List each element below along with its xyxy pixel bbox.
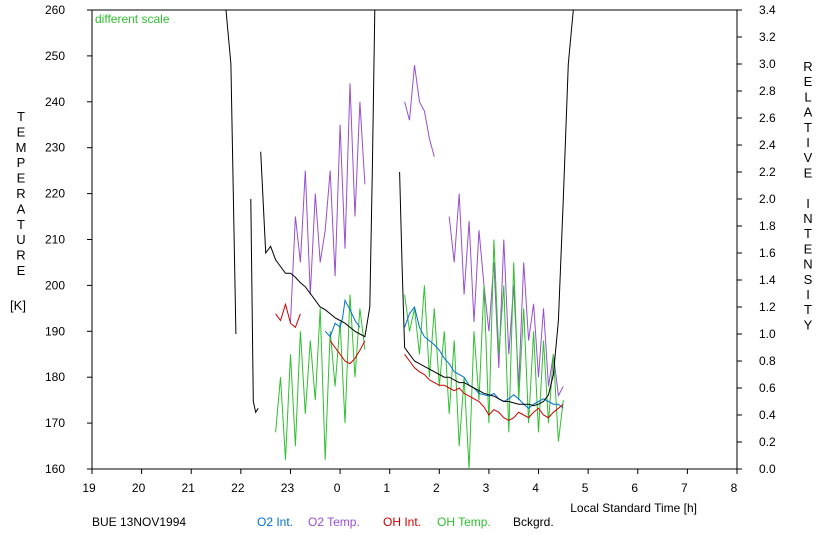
left-tick-label: 190 [45,324,65,338]
left-axis-title-letter: E [17,124,26,139]
x-tick-label: 22 [231,481,245,495]
left-axis-unit: [K] [10,298,26,313]
x-tick-label: 7 [681,481,688,495]
x-tick-label: 1 [383,481,390,495]
right-axis-title-letter: T [804,226,812,241]
legend-entry: O2 Temp. [308,515,360,529]
series-line-oh-int [275,302,301,329]
x-tick-label: 6 [631,481,638,495]
left-axis-title-letter: A [17,201,26,216]
legend-station: BUE 13NOV1994 [92,515,186,529]
legend: O2 Int. O2 Temp. OH Int. OH Temp. Bckgrd. [257,515,554,529]
left-axis-title-letter: E [17,263,26,278]
right-tick-label: 1.2 [759,300,776,314]
plot-frame [91,9,738,470]
x-tick-label: 4 [532,481,539,495]
x-tick-label: 0 [334,481,341,495]
left-tick-label: 250 [45,49,65,63]
legend-entry: OH Int. [383,515,421,529]
right-axis-title-letter: I [806,196,810,211]
x-tick-label: 5 [582,481,589,495]
right-axis-title-letter: I [806,287,810,302]
left-tick-label: 160 [45,462,65,476]
right-tick-label: 1.0 [759,327,776,341]
right-tick-label: 0.8 [759,354,776,368]
left-tick-label: 200 [45,278,65,292]
right-tick-label: 1.4 [759,273,776,287]
left-tick-label: 210 [45,233,65,247]
left-axis-title-letter: U [16,232,25,247]
legend-entry: O2 Int. [257,515,293,529]
left-tick-label: 230 [45,141,65,155]
series-line-oh-int [329,340,366,365]
right-tick-label: 1.6 [759,246,776,260]
left-tick-label: 180 [45,370,65,384]
right-axis-title-letter: A [804,105,813,120]
series-line-o2-temp [448,193,564,398]
right-axis-title-letter: T [804,302,812,317]
right-axis-title-letter: L [804,89,811,104]
right-tick-label: 2.2 [759,165,776,179]
left-axis-title-letter: E [17,171,26,186]
right-axis-title-letter: I [806,135,810,150]
axes-layer: 19 20 21 22 23 0 1 2 3 4 5 6 7 8160170180190200210220… [16,3,813,495]
left-axis-title-letter: R [16,248,25,263]
left-axis-title-letter: R [16,186,25,201]
right-axis-title-letter: V [804,150,813,165]
x-axis-label: Local Standard Time [h] [570,501,697,515]
left-tick-label: 240 [45,95,65,109]
series-line-bckgrd [250,198,259,414]
left-tick-label: 170 [45,416,65,430]
series-line-o2-temp [404,65,435,158]
right-axis-title-letter: N [803,211,812,226]
right-axis-title-letter: R [803,59,812,74]
different-scale-note: different scale [95,12,170,26]
right-axis-title-letter: E [804,165,813,180]
legend-entry: Bckgrd. [513,515,554,529]
right-tick-label: 3.2 [759,30,776,44]
right-tick-label: 2.0 [759,192,776,206]
x-tick-label: 2 [433,481,440,495]
right-tick-label: 0.0 [759,462,776,476]
right-axis-title-letter: E [804,74,813,89]
series-layer [225,9,574,470]
left-axis-title-letter: P [17,155,26,170]
left-axis-title-letter: M [16,140,27,155]
right-axis-title-letter: S [804,272,813,287]
right-tick-label: 1.8 [759,219,776,233]
series-line-oh-temp [404,239,564,470]
series-line-o2-int [324,298,361,338]
left-axis-title-letter: T [17,217,25,232]
series-line-bckgrd [260,9,376,338]
right-tick-label: 0.2 [759,435,776,449]
x-tick-label: 20 [132,481,146,495]
x-tick-label: 3 [483,481,490,495]
series-line-bckgrd [225,9,237,335]
right-axis-title-letter: Y [804,317,813,332]
right-axis-title-letter: N [803,257,812,272]
x-tick-label: 19 [82,481,96,495]
series-line-oh-temp [275,294,366,460]
series-line-o2-int [404,305,564,409]
series-line-oh-int [404,354,564,421]
right-tick-label: 2.4 [759,138,776,152]
right-tick-label: 3.0 [759,57,776,71]
right-tick-label: 3.4 [759,3,776,17]
series-line-bckgrd [399,9,574,407]
x-tick-label: 8 [731,481,738,495]
left-tick-label: 220 [45,187,65,201]
legend-entry: OH Temp. [437,515,491,529]
right-tick-label: 0.4 [759,408,776,422]
x-tick-label: 23 [281,481,295,495]
right-axis-title-letter: E [804,241,813,256]
right-tick-label: 2.8 [759,84,776,98]
right-tick-label: 0.6 [759,381,776,395]
left-tick-label: 260 [45,3,65,17]
series-line-o2-temp [290,83,366,323]
x-tick-label: 21 [182,481,196,495]
left-axis-title-letter: T [17,109,25,124]
right-axis-title-letter: T [804,120,812,135]
right-tick-label: 2.6 [759,111,776,125]
